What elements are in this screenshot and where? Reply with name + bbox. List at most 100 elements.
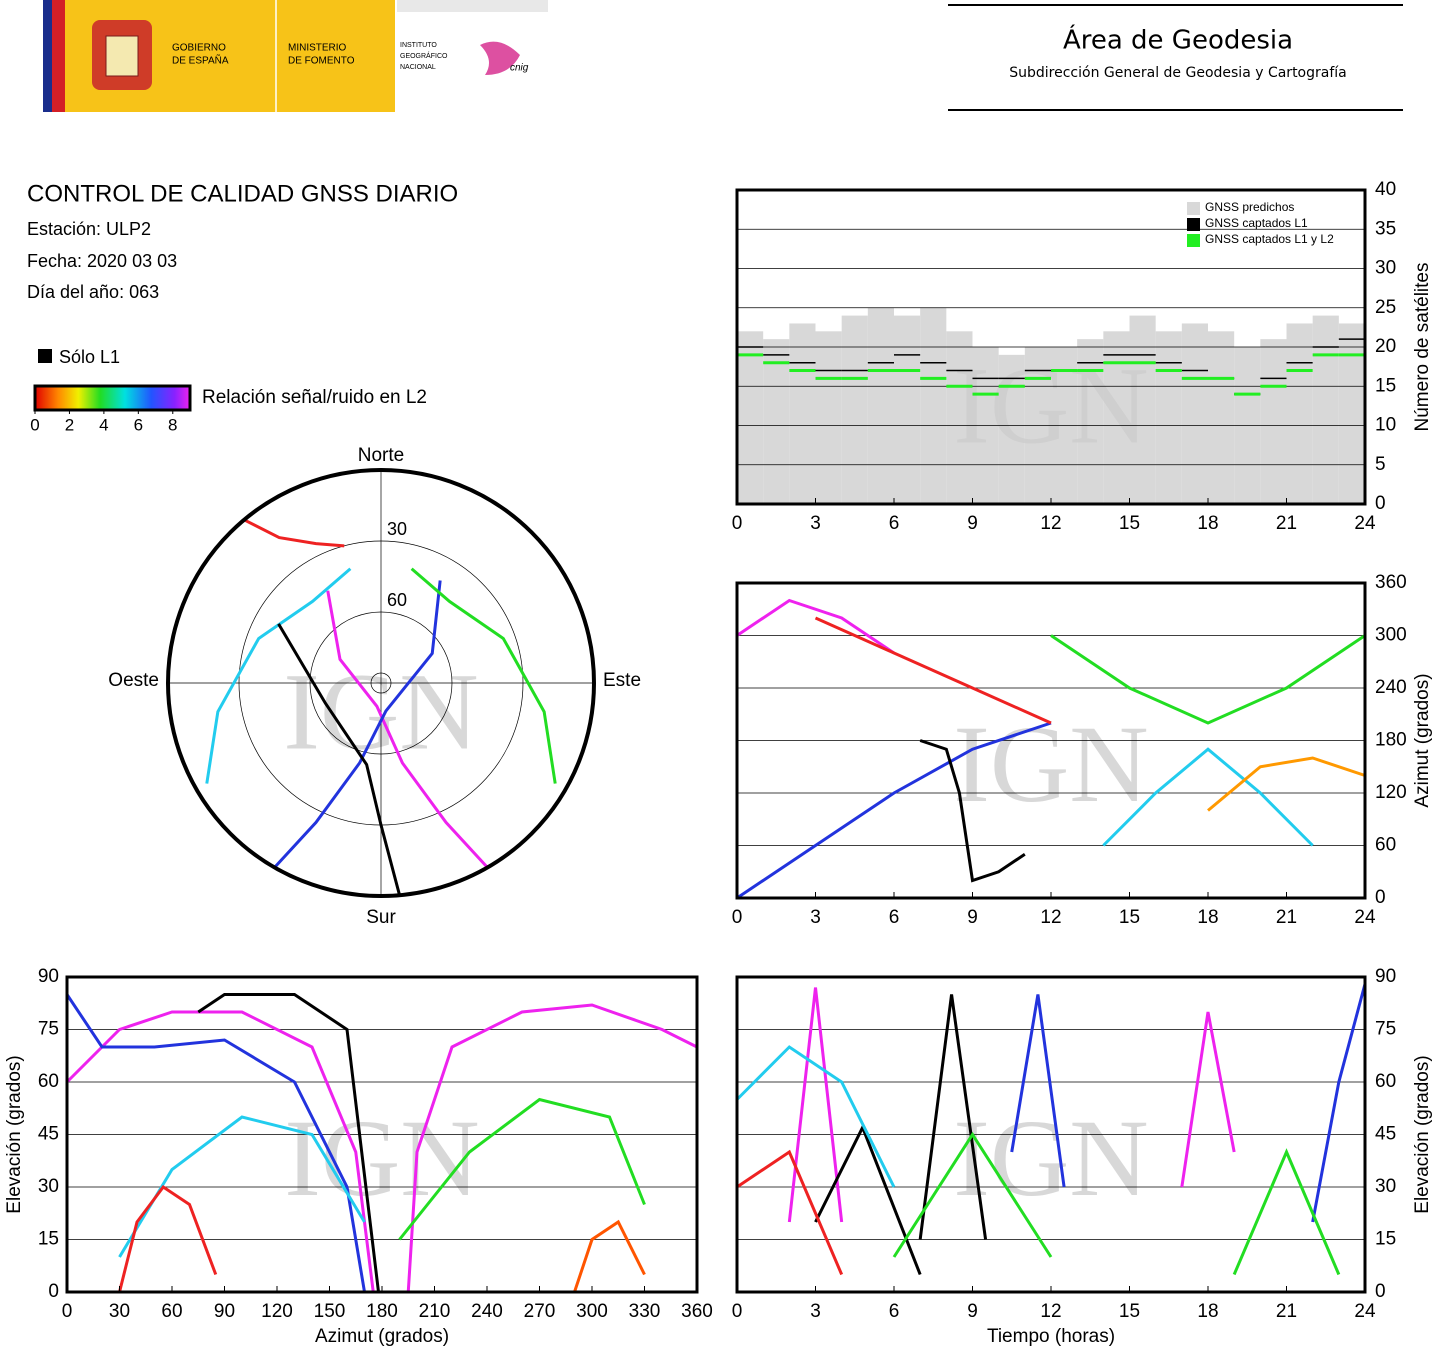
satellite-track [735, 1045, 896, 1188]
y-tick-label: 40 [1375, 179, 1396, 200]
x-tick-label: 9 [967, 1301, 978, 1322]
satellite-track [1232, 1148, 1341, 1276]
legend-label: GNSS captados L1 y L2 [1205, 232, 1334, 246]
plot-frame [735, 188, 1367, 506]
x-tick-label: 300 [576, 1301, 608, 1322]
colorbar-tick-label: 4 [99, 415, 108, 434]
satellite-track [406, 1003, 698, 1293]
y-axis-label: Azimut (grados) [1412, 673, 1433, 807]
legend-label: Sólo L1 [59, 347, 120, 367]
satellite-track [197, 993, 380, 1293]
x-tick-label: 0 [732, 907, 743, 928]
logo-text: NACIONAL [400, 64, 436, 71]
colorbar-tick-label: 0 [30, 415, 39, 434]
x-axis-label: Tiempo (horas) [987, 1326, 1115, 1347]
logo-text: GOBIERNO [172, 43, 226, 54]
x-tick-label: 360 [681, 1301, 713, 1322]
legend-label: GNSS predichos [1205, 200, 1294, 214]
legend-swatch [1187, 218, 1200, 231]
x-tick-label: 18 [1197, 907, 1218, 928]
y-axis-label: Elevación (grados) [4, 1055, 25, 1213]
area-step [815, 331, 842, 504]
logo-text: MINISTERIO [288, 43, 347, 54]
satellite-track [1010, 994, 1066, 1188]
area-step [867, 307, 894, 504]
plot-frame [735, 581, 1367, 900]
satellite-track [1311, 983, 1367, 1223]
x-tick-label: 150 [314, 1301, 346, 1322]
polar-frame [166, 468, 596, 898]
y-tick-label: 90 [38, 966, 59, 987]
satellite-track [787, 987, 844, 1223]
area-step [737, 331, 764, 504]
satellite-track [892, 1131, 1053, 1258]
area-step [1155, 331, 1182, 504]
area-step [1286, 323, 1313, 504]
x-tick-label: 24 [1354, 907, 1376, 928]
x-tick-label: 330 [629, 1301, 661, 1322]
area-step [1260, 339, 1287, 504]
area-step [1312, 315, 1339, 504]
x-tick-label: 18 [1197, 513, 1218, 534]
satellite-track [273, 580, 442, 869]
logo-text: GEOGRÁFICO [400, 51, 448, 60]
y-tick-label: 240 [1375, 677, 1407, 698]
x-tick-label: 240 [471, 1301, 503, 1322]
y-tick-label: 0 [1375, 887, 1386, 908]
y-tick-label: 30 [1375, 1176, 1396, 1197]
watermark: IGN [953, 703, 1149, 825]
cardinal-label: Norte [358, 445, 404, 466]
y-tick-label: 15 [1375, 375, 1396, 396]
logo-text: DE FOMENTO [288, 56, 355, 67]
colorbar [33, 384, 192, 412]
station: Estación: ULP2 [27, 219, 151, 239]
area-step [1103, 331, 1130, 504]
x-tick-label: 15 [1119, 1301, 1140, 1322]
y-tick-label: 75 [1375, 1019, 1396, 1040]
x-tick-label: 3 [810, 907, 821, 928]
satellite-track [736, 1149, 844, 1276]
satellite-track [65, 1010, 375, 1293]
x-tick-label: 3 [810, 513, 821, 534]
area-step [841, 315, 868, 504]
y-tick-label: 0 [1375, 493, 1386, 514]
y-axis-label: Elevación (grados) [1412, 1055, 1433, 1213]
x-tick-label: 21 [1276, 513, 1297, 534]
y-tick-label: 45 [38, 1124, 59, 1145]
y-tick-label: 0 [48, 1281, 59, 1302]
colorbar-label: Relación señal/ruido en L2 [202, 387, 427, 408]
satellite-track [1207, 756, 1366, 812]
x-tick-label: 270 [524, 1301, 556, 1322]
x-tick-label: 12 [1040, 1301, 1061, 1322]
watermark: IGN [953, 1097, 1149, 1219]
x-tick-label: 15 [1119, 907, 1140, 928]
x-tick-label: 15 [1119, 513, 1140, 534]
area-step [1181, 323, 1208, 504]
x-axis-label: Azimut (grados) [315, 1326, 449, 1347]
satellite-track [736, 598, 895, 655]
x-tick-label: 12 [1040, 513, 1061, 534]
area-step [894, 315, 921, 504]
satellite-track [814, 1123, 922, 1276]
x-tick-label: 3 [810, 1301, 821, 1322]
legend-label: GNSS captados L1 [1205, 216, 1308, 230]
x-tick-label: 12 [1040, 907, 1061, 928]
x-tick-label: 18 [1197, 1301, 1218, 1322]
y-tick-label: 60 [1375, 1071, 1396, 1092]
date: Fecha: 2020 03 03 [27, 251, 177, 271]
satellite-track [205, 567, 352, 784]
satellite-track [919, 739, 1026, 883]
legend-swatch [1187, 202, 1200, 215]
y-tick-label: 360 [1375, 572, 1407, 593]
y-axis-label: Número de satélites [1412, 263, 1433, 432]
satellite-track [736, 721, 1052, 900]
area-step [789, 323, 816, 504]
y-tick-label: 90 [1375, 966, 1396, 987]
x-tick-label: 24 [1354, 513, 1376, 534]
legend-swatch [1187, 234, 1200, 247]
cardinal-label: Oeste [108, 670, 159, 691]
x-tick-label: 180 [366, 1301, 398, 1322]
area-step [1208, 331, 1235, 504]
cardinal-label: Sur [366, 907, 396, 928]
